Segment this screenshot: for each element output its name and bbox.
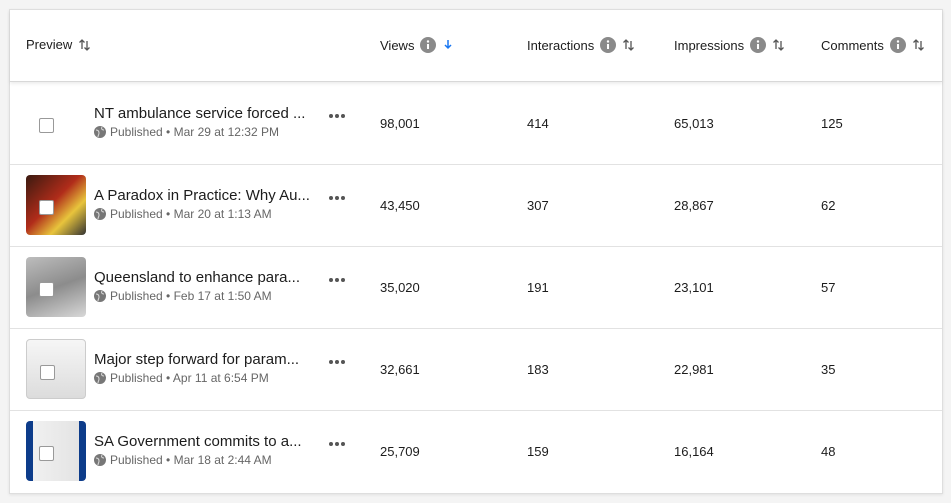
- column-header-label: Interactions: [527, 37, 595, 53]
- post-meta: Published • Mar 18 at 2:44 AM: [94, 453, 272, 467]
- column-header-label: Preview: [26, 37, 73, 52]
- sort-icon: [773, 39, 785, 51]
- globe-icon: [94, 208, 106, 220]
- globe-icon: [94, 126, 106, 138]
- post-meta: Published • Apr 11 at 6:54 PM: [94, 371, 269, 385]
- post-title[interactable]: Major step forward for param...: [94, 351, 300, 368]
- thumbnail-badge: [39, 282, 54, 297]
- table-row: NT ambulance service forced ... Published…: [10, 82, 942, 165]
- column-header[interactable]: Views: [380, 37, 455, 53]
- column-header-label: Views: [380, 37, 415, 53]
- sort-icon: [79, 38, 91, 51]
- metric-cell: 57: [821, 280, 836, 295]
- metric-cell: 414: [527, 116, 549, 131]
- metric-cell: 48: [821, 444, 836, 459]
- post-meta-text: Published • Apr 11 at 6:54 PM: [110, 371, 269, 385]
- table-row: Queensland to enhance para... Published •…: [10, 246, 942, 329]
- post-meta-text: Published • Mar 18 at 2:44 AM: [110, 453, 272, 467]
- metric-cell: 159: [527, 444, 549, 459]
- post-meta-text: Published • Feb 17 at 1:50 AM: [110, 289, 272, 303]
- post-thumbnail[interactable]: [26, 339, 86, 399]
- post-title[interactable]: NT ambulance service forced ...: [94, 105, 306, 122]
- globe-icon: [94, 290, 106, 302]
- post-thumbnail[interactable]: [26, 257, 86, 317]
- metric-cell: 23,101: [674, 280, 714, 295]
- metric-cell: 25,709: [380, 444, 420, 459]
- post-meta: Published • Feb 17 at 1:50 AM: [94, 289, 272, 303]
- more-options-button[interactable]: [328, 113, 346, 119]
- metric-cell: 125: [821, 116, 843, 131]
- globe-icon: [94, 372, 106, 384]
- post-thumbnail[interactable]: [26, 175, 86, 235]
- post-title[interactable]: SA Government commits to a...: [94, 433, 302, 450]
- column-header[interactable]: Comments: [821, 37, 925, 53]
- metric-cell: 28,867: [674, 198, 714, 213]
- more-options-button[interactable]: [328, 277, 346, 283]
- thumbnail-badge: [39, 446, 54, 461]
- thumbnail-badge: [39, 200, 54, 215]
- thumbnail-badge: [39, 118, 54, 133]
- posts-table: Preview Views Interactions Impressions Comme…: [9, 9, 943, 494]
- metric-cell: 65,013: [674, 116, 714, 131]
- sort-desc-icon: [444, 40, 452, 50]
- post-title[interactable]: A Paradox in Practice: Why Au...: [94, 187, 310, 204]
- column-header[interactable]: Interactions: [527, 37, 635, 53]
- post-meta: Published • Mar 20 at 1:13 AM: [94, 207, 272, 221]
- metric-cell: 16,164: [674, 444, 714, 459]
- table-row: SA Government commits to a... Published •…: [10, 410, 942, 492]
- post-meta-text: Published • Mar 20 at 1:13 AM: [110, 207, 272, 221]
- metric-cell: 35: [821, 362, 836, 377]
- metric-cell: 183: [527, 362, 549, 377]
- globe-icon: [94, 454, 106, 466]
- sort-icon: [912, 39, 924, 51]
- column-header[interactable]: Preview: [26, 37, 91, 52]
- more-options-button[interactable]: [328, 195, 346, 201]
- info-icon: [420, 37, 437, 53]
- metric-cell: 22,981: [674, 362, 714, 377]
- thumbnail-badge: [40, 365, 55, 380]
- post-thumbnail[interactable]: [26, 421, 86, 481]
- post-meta-text: Published • Mar 29 at 12:32 PM: [110, 125, 279, 139]
- more-options-button[interactable]: [328, 441, 346, 447]
- info-icon: [750, 37, 767, 53]
- metric-cell: 98,001: [380, 116, 420, 131]
- column-header[interactable]: Impressions: [674, 37, 785, 53]
- post-title[interactable]: Queensland to enhance para...: [94, 269, 300, 286]
- more-options-button[interactable]: [328, 359, 346, 365]
- post-meta: Published • Mar 29 at 12:32 PM: [94, 125, 279, 139]
- metric-cell: 43,450: [380, 198, 420, 213]
- column-header-label: Comments: [821, 37, 884, 53]
- info-icon: [600, 37, 617, 53]
- info-icon: [889, 37, 906, 53]
- post-thumbnail[interactable]: [26, 93, 86, 153]
- metric-cell: 62: [821, 198, 836, 213]
- table-row: Major step forward for param... Published…: [10, 328, 942, 411]
- metric-cell: 35,020: [380, 280, 420, 295]
- column-header-label: Impressions: [674, 37, 745, 53]
- table-row: A Paradox in Practice: Why Au... Publishe…: [10, 164, 942, 247]
- metric-cell: 32,661: [380, 362, 420, 377]
- metric-cell: 191: [527, 280, 549, 295]
- sort-icon: [623, 39, 635, 51]
- table-header: Preview Views Interactions Impressions Comme…: [10, 10, 942, 82]
- metric-cell: 307: [527, 198, 549, 213]
